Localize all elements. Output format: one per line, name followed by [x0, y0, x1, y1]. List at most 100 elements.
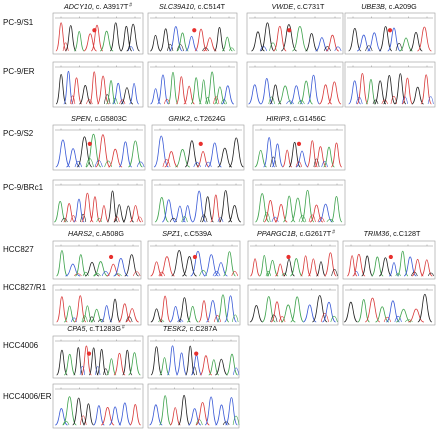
trace-peak: [352, 253, 366, 277]
trace-peak: [309, 204, 324, 223]
trace-peak: [396, 250, 409, 277]
trace-peak: [213, 27, 226, 52]
trace-peak: [206, 300, 220, 323]
trace-peak: [248, 84, 262, 105]
mutation-text: , c.G5803C: [91, 114, 127, 123]
row-label-pc9-brc1: PC-9/BRc1: [3, 183, 44, 192]
trace-peak: [113, 204, 125, 223]
panel-frame: [52, 124, 146, 171]
trace-minor-peak: [132, 271, 141, 277]
trace-peak: [190, 77, 202, 105]
gene-name: TESK2: [163, 324, 186, 333]
trace-peak: [266, 259, 279, 277]
trace-minor-peak: [220, 98, 228, 105]
trace-minor-peak: [69, 95, 76, 105]
trace-minor-peak: [381, 99, 388, 105]
trace-peak: [73, 198, 85, 223]
trace-peak: [365, 78, 377, 105]
trace-peak: [208, 359, 220, 376]
trace-peak: [118, 402, 132, 426]
mutation-text: , c.C128T: [389, 229, 421, 238]
trace-minor-peak: [204, 161, 212, 168]
gene-label-trim36: TRIM36, c.C128T: [364, 229, 421, 238]
trace-minor-peak: [104, 160, 113, 168]
trace-minor-peak: [193, 162, 201, 168]
trace-peak: [401, 77, 414, 105]
trace-peak: [210, 194, 222, 223]
trace-peak: [186, 305, 199, 323]
trace-peak: [290, 197, 305, 223]
trace-peak: [81, 192, 94, 223]
chromatogram-panel-grik2-pc9-brc1: [151, 179, 245, 226]
trace-minor-peak: [334, 46, 342, 52]
trace-minor-peak: [383, 316, 392, 323]
trace-peak: [96, 75, 110, 105]
gene-name: CPA5: [67, 324, 86, 333]
trace-peak: [118, 141, 133, 168]
trace-peak: [221, 85, 235, 105]
gene-name: HIRIP3: [266, 114, 289, 123]
trace-minor-peak: [176, 44, 184, 52]
trace-peak: [305, 33, 318, 52]
trace-minor-peak: [79, 415, 87, 426]
mutation-text: , c.T2624G: [190, 114, 226, 123]
trace-peak: [124, 254, 139, 277]
trace-peak: [307, 258, 319, 277]
trace-peak: [70, 77, 83, 105]
mutation-mark: #: [122, 325, 125, 331]
trace-peak: [388, 262, 399, 277]
trace-peak: [82, 403, 94, 426]
trace-minor-peak: [268, 96, 275, 105]
trace-peak: [128, 140, 143, 168]
trace-peak: [182, 205, 194, 223]
mutation-site-marker: [108, 254, 114, 260]
trace-peak: [93, 261, 108, 277]
trace-peak: [314, 146, 327, 168]
trace-peak: [356, 72, 369, 105]
trace-peak: [96, 348, 107, 376]
panel-frame: [52, 383, 144, 429]
chromatogram-panel-cpa5-hcc4006: [52, 335, 144, 379]
trace-minor-peak: [365, 45, 373, 52]
gene-label-adcy10: ADCY10, c. A3917T#: [63, 2, 132, 11]
trace-peak: [203, 37, 217, 52]
panel-frame: [52, 240, 142, 280]
trace-minor-peak: [103, 368, 109, 376]
trace-peak: [324, 252, 337, 277]
trace-peak: [150, 88, 161, 105]
trace-minor-peak: [202, 47, 209, 52]
panel-frame: [344, 61, 436, 108]
trace-peak: [361, 255, 374, 277]
mutation-site-marker: [198, 141, 203, 146]
mutation-text: , c.C539A: [180, 229, 212, 238]
mutation-site-marker: [194, 351, 199, 356]
trace-peak: [56, 250, 68, 277]
trace-peak: [316, 261, 326, 277]
trace-peak: [343, 301, 358, 323]
trace-peak: [120, 87, 134, 105]
panel-frame: [246, 61, 344, 108]
gene-name: VWDE: [272, 2, 294, 11]
trace-peak: [215, 404, 228, 426]
chromatogram-panel-trim36-hcc827-r1: [342, 284, 436, 326]
trace-peak: [109, 298, 121, 323]
trace-peak: [198, 300, 210, 323]
trace-peak: [90, 24, 104, 52]
trace-peak: [290, 296, 305, 323]
trace-minor-peak: [163, 98, 171, 105]
panel-frame: [52, 61, 144, 108]
trace-peak: [89, 71, 100, 105]
chromatogram-panel-spen-pc9-brc1: [52, 179, 146, 226]
trace-peak: [64, 25, 77, 52]
trace-peak: [371, 256, 384, 277]
trace-peak: [122, 349, 133, 376]
trace-peak: [373, 80, 387, 105]
trace-peak: [166, 345, 179, 376]
chromatogram-panel-ppargc1b-hcc827: [247, 240, 339, 280]
mutation-mark: #: [332, 230, 335, 236]
trace-peak: [53, 200, 67, 223]
trace-minor-peak: [93, 273, 101, 277]
trace-peak: [176, 32, 189, 52]
trace-minor-peak: [212, 271, 221, 277]
trace-peak: [378, 257, 392, 277]
